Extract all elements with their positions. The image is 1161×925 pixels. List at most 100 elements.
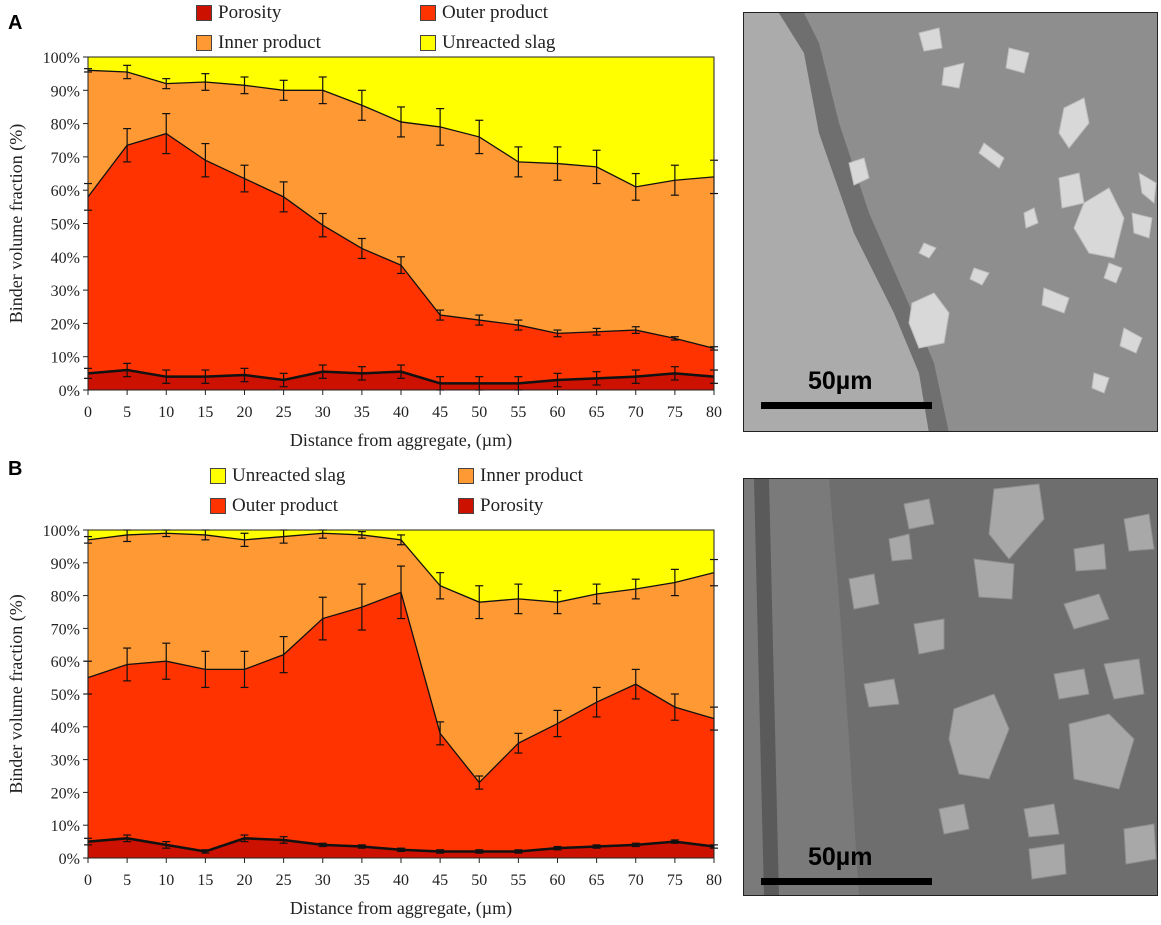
y-tick-label: 30%: [51, 283, 80, 300]
legend-a-item-3: Unreacted slag: [420, 32, 555, 54]
scale-bar-label-b: 50µm: [808, 843, 873, 871]
error-bar: [592, 686, 601, 718]
y-tick-label: 100%: [43, 523, 80, 540]
x-tick-label: 80: [706, 872, 722, 889]
y-tick-label: 50%: [51, 217, 80, 234]
error-bar: [397, 106, 405, 138]
error-bar: [240, 76, 249, 95]
y-tick-label: 40%: [51, 250, 80, 267]
y-axis-label: Binder volume fraction (%): [6, 594, 27, 793]
area-outer-product: [88, 592, 714, 858]
x-tick-label: 70: [628, 404, 644, 421]
error-bar: [553, 590, 562, 615]
error-bar: [514, 319, 523, 331]
x-tick-label: 10: [158, 872, 174, 889]
x-tick-label: 30: [315, 872, 331, 889]
error-bar: [514, 583, 523, 615]
legend-label: Porosity: [218, 2, 282, 23]
error-bar: [123, 64, 132, 80]
legend-label: Unreacted slag: [442, 32, 556, 53]
error-bar: [553, 372, 562, 388]
error-bar: [670, 164, 679, 196]
error-bar: [240, 367, 249, 383]
error-bar: [670, 839, 679, 844]
legend-a-item-0: Porosity: [196, 2, 281, 24]
y-axis-label: Binder volume fraction (%): [6, 124, 27, 323]
legend-b-item-1: Inner product: [458, 465, 583, 487]
error-bar: [240, 834, 249, 843]
x-tick-label: 20: [237, 404, 253, 421]
legend-label: Outer product: [232, 495, 339, 516]
error-bar: [631, 668, 640, 700]
x-tick-label: 25: [276, 404, 292, 421]
legend-a: Porosity Outer product Inner product Unr…: [0, 0, 740, 60]
error-bar: [436, 849, 445, 854]
y-tick-label: 50%: [51, 687, 80, 704]
error-bar: [201, 73, 210, 91]
error-bar: [631, 578, 640, 600]
error-bar: [592, 149, 601, 185]
error-bar: [123, 127, 132, 163]
x-tick-label: 60: [550, 404, 566, 421]
x-tick-label: 0: [84, 872, 92, 889]
error-bar: [514, 146, 523, 178]
x-axis-label: Distance from aggregate, (µm): [290, 898, 512, 919]
error-bar: [162, 841, 171, 849]
legend-label: Porosity: [480, 495, 544, 516]
x-tick-label: 5: [123, 872, 131, 889]
micrograph-a: 50µm: [743, 12, 1158, 432]
error-bar: [553, 146, 562, 181]
y-tick-label: 90%: [51, 556, 80, 573]
x-tick-label: 55: [510, 404, 526, 421]
error-bar: [162, 113, 171, 155]
scale-bar-label-a: 50µm: [808, 367, 873, 395]
error-bar: [201, 650, 210, 689]
legend-b: Unreacted slag Inner product Outer produ…: [0, 460, 740, 520]
error-bar: [162, 78, 171, 90]
scale-bar-b: [761, 878, 932, 885]
x-tick-label: 20: [237, 872, 253, 889]
legend-label: Unreacted slag: [232, 465, 346, 486]
error-bar: [201, 369, 210, 384]
legend-a-item-1: Outer product: [420, 2, 548, 24]
error-bar: [514, 732, 523, 754]
y-tick-label: 10%: [51, 350, 80, 367]
y-tick-label: 0%: [59, 851, 80, 868]
area-outer-product: [88, 133, 714, 390]
error-bar: [201, 142, 210, 178]
x-tick-label: 40: [393, 872, 409, 889]
error-bar: [631, 326, 640, 334]
error-bar: [397, 256, 405, 275]
error-bar: [318, 596, 327, 641]
x-tick-label: 80: [706, 404, 722, 421]
legend-swatch-porosity: [458, 498, 474, 514]
legend-swatch-inner: [458, 468, 474, 484]
error-bar: [592, 327, 601, 336]
x-tick-label: 65: [589, 872, 605, 889]
legend-swatch-outer: [420, 5, 436, 21]
error-bar: [279, 79, 288, 101]
x-tick-label: 75: [667, 872, 683, 889]
x-tick-label: 50: [471, 404, 487, 421]
legend-swatch-inner: [196, 35, 212, 51]
error-bar: [240, 532, 249, 548]
error-bar: [318, 842, 327, 848]
y-tick-label: 20%: [51, 785, 80, 802]
error-bar: [631, 172, 640, 201]
error-bar: [436, 309, 445, 321]
y-tick-label: 70%: [51, 621, 80, 638]
error-bar: [123, 362, 132, 378]
x-tick-label: 75: [667, 404, 683, 421]
y-tick-label: 40%: [51, 720, 80, 737]
error-bar: [357, 237, 366, 260]
x-tick-label: 15: [197, 404, 213, 421]
y-tick-label: 100%: [43, 50, 80, 67]
error-bar: [475, 119, 484, 155]
error-bar: [475, 314, 484, 326]
legend-b-item-0: Unreacted slag: [210, 465, 345, 487]
panel-a-label: A: [8, 12, 23, 34]
error-bar: [123, 647, 132, 682]
error-bar: [397, 534, 405, 546]
x-tick-label: 0: [84, 404, 92, 421]
legend-swatch-outer: [210, 498, 226, 514]
